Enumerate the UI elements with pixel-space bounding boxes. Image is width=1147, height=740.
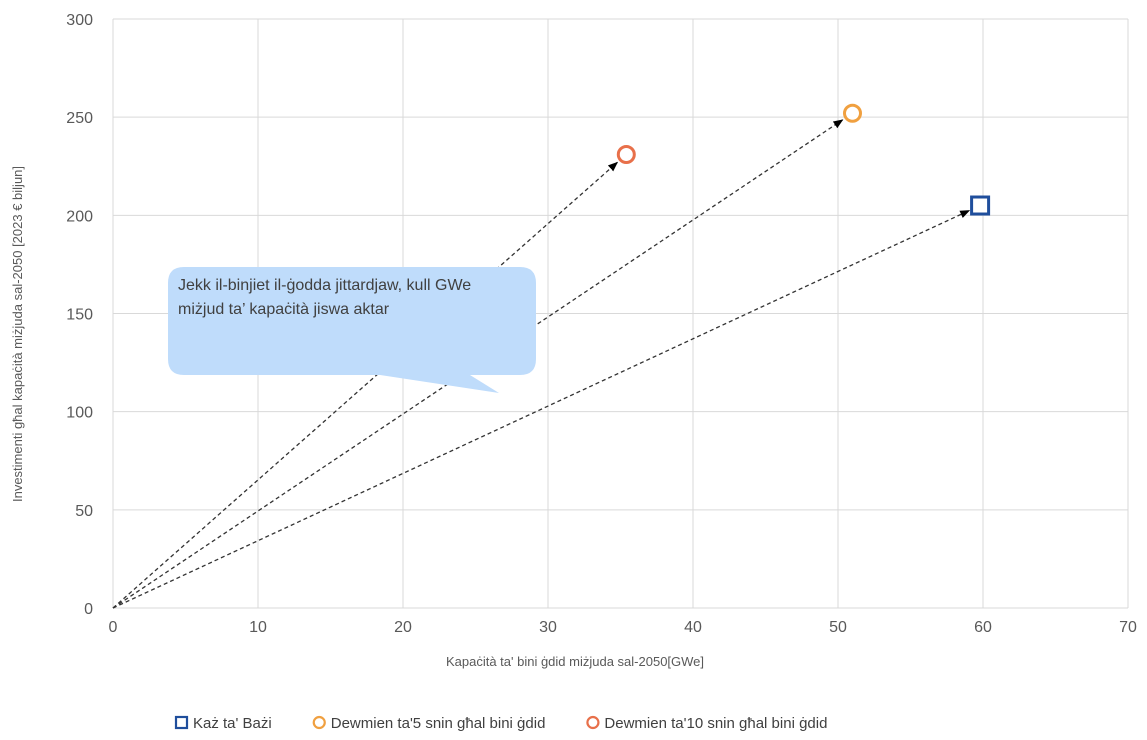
x-tick-label-30: 30 [539,619,557,636]
connector-line-2 [112,119,844,609]
y-tick-label-100: 100 [66,405,93,422]
y-tick-label-0: 0 [84,601,93,618]
tick-labels: 0 10 20 30 40 50 60 70 0 50 100 150 200 250 300 [66,12,1137,636]
connector-lines [112,119,971,609]
connector-line-1 [112,209,971,609]
data-point-3 [616,144,636,164]
legend: Każ ta' Bażi Dewmien ta'5 snin għal bini … [174,715,827,732]
callout: Jekk il-binjiet il-ġodda jittardjaw, kul… [168,267,536,393]
callout-text: Jekk il-binjiet il-ġodda jittardjaw, kul… [178,277,476,318]
y-tick-label-200: 200 [66,208,93,225]
x-tick-label-0: 0 [109,619,118,636]
y-tick-label-50: 50 [75,503,93,520]
x-tick-label-60: 60 [974,619,992,636]
legend-square-icon [174,715,189,730]
legend-item-3: Dewmien ta'10 snin għal bini ġdid [586,715,827,732]
y-tick-label-300: 300 [66,12,93,29]
callout-bubble [168,267,536,393]
data-point-2 [843,103,862,123]
connector-line-3 [112,161,619,609]
callout-line-1: Jekk il-binjiet il-ġodda jittardjaw, kul… [178,277,471,294]
x-tick-label-40: 40 [684,619,702,636]
x-axis-title: Kapaċità ta' bini ġdid miżjuda sal-2050[… [446,654,704,669]
y-tick-label-250: 250 [66,110,93,127]
x-tick-label-70: 70 [1119,619,1137,636]
data-point-1 [970,195,991,216]
legend-label-1: Każ ta' Bażi [193,715,272,732]
legend-item-1: Każ ta' Bażi [174,715,272,732]
x-tick-label-10: 10 [249,619,267,636]
legend-label-2: Dewmien ta'5 snin għal bini ġdid [331,715,546,732]
x-tick-label-20: 20 [394,619,412,636]
x-tick-label-50: 50 [829,619,847,636]
legend-item-2: Dewmien ta'5 snin għal bini ġdid [312,715,546,732]
legend-circle-icon [312,715,326,730]
legend-circle-icon [586,715,600,730]
y-tick-label-150: 150 [66,307,93,324]
data-points [616,103,991,216]
legend-label-3: Dewmien ta'10 snin għal bini ġdid [604,715,827,732]
callout-line-2: miżjud ta’ kapaċità jiswa aktar [178,301,390,318]
y-axis-title: Investimenti għal kapaċità miżjuda sal-2… [10,166,25,502]
